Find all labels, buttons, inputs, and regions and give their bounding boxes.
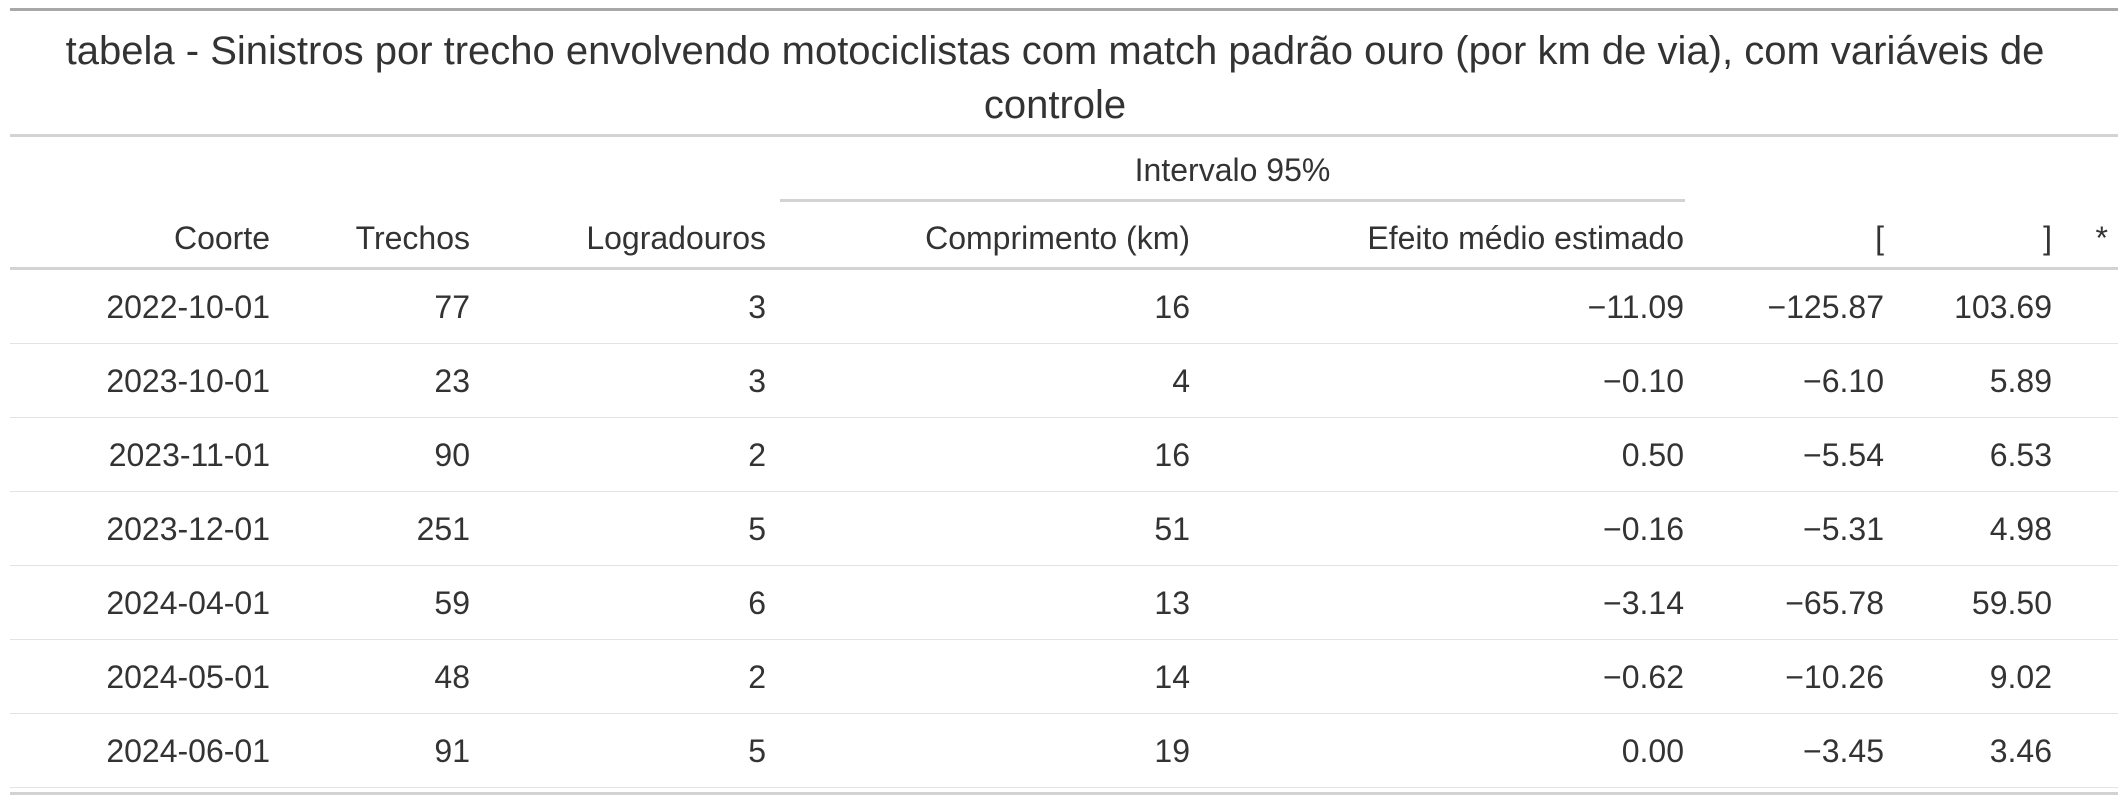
cell-logradouros: 6 <box>748 585 766 621</box>
cell-lower-bound: −125.87 <box>1767 289 1884 325</box>
cell-upper-bound: 5.89 <box>1989 363 2052 399</box>
column-header-coorte: Coorte <box>173 220 270 256</box>
cell-lower-bound: −5.31 <box>1803 511 1884 547</box>
cell-efeito: −11.09 <box>1587 289 1684 325</box>
cell-coorte: 2023-12-01 <box>106 511 270 547</box>
column-header-row: Coorte Trechos Logradouros Comprimento (… <box>10 214 2118 262</box>
cell-upper-bound: 103.69 <box>1954 289 2052 325</box>
cell-comprimento: 16 <box>1154 437 1190 473</box>
cell-comprimento: 16 <box>1154 289 1190 325</box>
cell-logradouros: 3 <box>748 363 766 399</box>
cell-lower-bound: −5.54 <box>1803 437 1884 473</box>
cell-trechos: 59 <box>434 585 470 621</box>
header-divider <box>10 267 2118 270</box>
cell-coorte: 2024-06-01 <box>106 733 270 769</box>
table-row: 2022-10-01 77 3 16 −11.09 −125.87 103.69 <box>10 270 2118 344</box>
cell-efeito: 0.00 <box>1621 733 1684 769</box>
table-row: 2023-10-01 23 3 4 −0.10 −6.10 5.89 <box>10 344 2118 418</box>
cell-comprimento: 13 <box>1154 585 1190 621</box>
table-row: 2023-11-01 90 2 16 0.50 −5.54 6.53 <box>10 418 2118 492</box>
column-spanner-label: Intervalo 95% <box>1134 152 1331 188</box>
cell-logradouros: 3 <box>748 289 766 325</box>
cell-upper-bound: 3.46 <box>1989 733 2052 769</box>
cell-trechos: 90 <box>434 437 470 473</box>
cell-coorte: 2023-11-01 <box>108 437 270 473</box>
cell-upper-bound: 4.98 <box>1989 511 2052 547</box>
cell-coorte: 2024-04-01 <box>106 585 270 621</box>
cell-trechos: 77 <box>434 289 470 325</box>
table-top-rule <box>10 8 2118 11</box>
cell-lower-bound: −6.10 <box>1803 363 1884 399</box>
title-divider <box>10 134 2118 137</box>
cell-coorte: 2023-10-01 <box>106 363 270 399</box>
cell-comprimento: 4 <box>1172 363 1190 399</box>
column-header-upper-bound: ] <box>2043 220 2052 256</box>
column-spanner-rule <box>780 199 1685 202</box>
cell-logradouros: 2 <box>748 437 766 473</box>
cell-efeito: −0.10 <box>1603 363 1684 399</box>
table-row: 2023-12-01 251 5 51 −0.16 −5.31 4.98 <box>10 492 2118 566</box>
cell-comprimento: 51 <box>1154 511 1190 547</box>
cell-comprimento: 14 <box>1154 659 1190 695</box>
table-row: 2024-06-01 91 5 19 0.00 −3.45 3.46 <box>10 714 2118 788</box>
table-body: 2022-10-01 77 3 16 −11.09 −125.87 103.69 2023-1… <box>10 270 2118 788</box>
cell-efeito: 0.50 <box>1621 437 1684 473</box>
cell-lower-bound: −10.26 <box>1785 659 1884 695</box>
column-header-trechos: Trechos <box>355 220 470 256</box>
cell-trechos: 48 <box>434 659 470 695</box>
cell-coorte: 2024-05-01 <box>106 659 270 695</box>
cell-lower-bound: −3.45 <box>1803 733 1884 769</box>
cell-trechos: 91 <box>434 733 470 769</box>
cell-logradouros: 5 <box>748 511 766 547</box>
table-title: tabela - Sinistros por trecho envolvendo… <box>65 29 2045 127</box>
cell-efeito: −0.16 <box>1603 511 1684 547</box>
cell-lower-bound: −65.78 <box>1785 585 1884 621</box>
cell-efeito: −3.14 <box>1603 585 1684 621</box>
cell-upper-bound: 59.50 <box>1971 585 2052 621</box>
cell-logradouros: 5 <box>748 733 766 769</box>
table-row: 2024-05-01 48 2 14 −0.62 −10.26 9.02 <box>10 640 2118 714</box>
cell-upper-bound: 9.02 <box>1989 659 2052 695</box>
cell-coorte: 2022-10-01 <box>106 289 270 325</box>
table-row: 2024-04-01 59 6 13 −3.14 −65.78 59.50 <box>10 566 2118 640</box>
column-header-efeito: Efeito médio estimado <box>1367 220 1684 256</box>
column-header-comprimento: Comprimento (km) <box>925 220 1190 256</box>
column-header-logradouros: Logradouros <box>586 220 766 256</box>
column-header-lower-bound: [ <box>1875 220 1884 256</box>
cell-logradouros: 2 <box>748 659 766 695</box>
cell-trechos: 251 <box>416 511 470 547</box>
cell-upper-bound: 6.53 <box>1989 437 2052 473</box>
column-header-significance: * <box>2095 220 2108 256</box>
cell-trechos: 23 <box>434 363 470 399</box>
table-bottom-rule <box>10 792 2118 795</box>
cell-efeito: −0.62 <box>1603 659 1684 695</box>
cell-comprimento: 19 <box>1154 733 1190 769</box>
